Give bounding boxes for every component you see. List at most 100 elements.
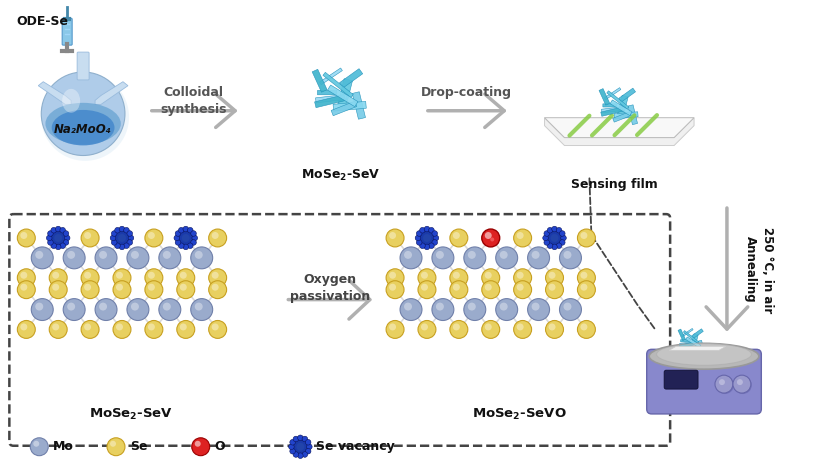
Circle shape [81, 269, 99, 287]
Circle shape [84, 323, 91, 330]
Circle shape [145, 281, 163, 298]
Circle shape [48, 240, 53, 245]
Text: Drop-coating: Drop-coating [421, 86, 512, 99]
Circle shape [52, 323, 59, 330]
Circle shape [191, 247, 212, 269]
Circle shape [84, 284, 91, 290]
Circle shape [485, 232, 491, 239]
Text: Se vacancy: Se vacancy [316, 440, 395, 453]
Polygon shape [669, 346, 726, 350]
Text: Oxygen: Oxygen [304, 273, 357, 286]
Text: 250 °C, in air: 250 °C, in air [761, 227, 774, 313]
Bar [691, 334, 698, 348]
Circle shape [418, 229, 436, 247]
Circle shape [559, 298, 582, 321]
Circle shape [36, 303, 43, 311]
Circle shape [528, 298, 549, 321]
Circle shape [84, 232, 91, 239]
Circle shape [545, 269, 563, 287]
Circle shape [95, 298, 117, 321]
Text: $\mathbf{MoSe_2}$-SeVO: $\mathbf{MoSe_2}$-SeVO [472, 407, 567, 422]
Circle shape [548, 284, 556, 290]
Circle shape [297, 443, 304, 451]
Circle shape [174, 235, 179, 241]
Circle shape [17, 229, 36, 247]
Text: Mo: Mo [53, 440, 74, 453]
Circle shape [177, 269, 195, 287]
Circle shape [561, 235, 567, 241]
Circle shape [55, 226, 61, 232]
Circle shape [292, 438, 310, 456]
Circle shape [516, 284, 524, 290]
Circle shape [482, 229, 500, 247]
Circle shape [119, 244, 125, 250]
Circle shape [21, 272, 27, 279]
Bar [683, 330, 699, 343]
Circle shape [64, 235, 70, 241]
Circle shape [556, 227, 562, 233]
Circle shape [188, 243, 193, 249]
Circle shape [21, 323, 27, 330]
Circle shape [99, 303, 107, 311]
Circle shape [552, 244, 558, 250]
Circle shape [432, 231, 438, 236]
Circle shape [110, 441, 116, 447]
FancyBboxPatch shape [647, 349, 762, 414]
Circle shape [113, 269, 131, 287]
Circle shape [482, 269, 500, 287]
Bar [599, 88, 610, 105]
Circle shape [17, 281, 36, 298]
Polygon shape [38, 82, 71, 104]
Bar [628, 105, 638, 125]
Circle shape [180, 284, 187, 290]
Circle shape [113, 281, 131, 298]
Circle shape [177, 281, 195, 298]
Circle shape [514, 229, 532, 247]
Circle shape [514, 269, 532, 287]
Circle shape [127, 231, 132, 236]
Circle shape [191, 231, 197, 236]
Circle shape [55, 244, 61, 250]
Circle shape [50, 269, 67, 287]
Bar [681, 340, 691, 342]
Circle shape [577, 281, 596, 298]
Circle shape [421, 272, 428, 279]
Circle shape [163, 251, 171, 259]
Bar [614, 112, 638, 119]
Circle shape [145, 321, 163, 338]
Circle shape [482, 321, 500, 338]
Circle shape [180, 272, 187, 279]
Polygon shape [544, 118, 694, 146]
Circle shape [559, 231, 565, 236]
Bar [678, 329, 686, 341]
Circle shape [737, 379, 743, 385]
Circle shape [116, 323, 123, 330]
Circle shape [581, 272, 587, 279]
Circle shape [432, 247, 453, 269]
Circle shape [386, 321, 404, 338]
Circle shape [516, 272, 524, 279]
Circle shape [192, 438, 210, 456]
Circle shape [306, 439, 311, 445]
Circle shape [177, 321, 195, 338]
Circle shape [577, 321, 596, 338]
Circle shape [420, 243, 425, 249]
Circle shape [500, 251, 508, 259]
Bar [317, 90, 337, 95]
Bar [681, 329, 693, 337]
Polygon shape [95, 82, 128, 104]
Circle shape [116, 284, 123, 290]
Circle shape [209, 321, 226, 338]
Circle shape [21, 232, 27, 239]
Circle shape [288, 444, 294, 449]
Circle shape [581, 284, 587, 290]
Circle shape [81, 229, 99, 247]
Bar [316, 94, 347, 103]
Circle shape [67, 251, 75, 259]
Circle shape [84, 272, 91, 279]
Circle shape [306, 448, 311, 454]
FancyBboxPatch shape [9, 214, 670, 446]
Circle shape [302, 436, 307, 442]
Text: synthesis: synthesis [160, 103, 227, 116]
Circle shape [432, 240, 438, 245]
